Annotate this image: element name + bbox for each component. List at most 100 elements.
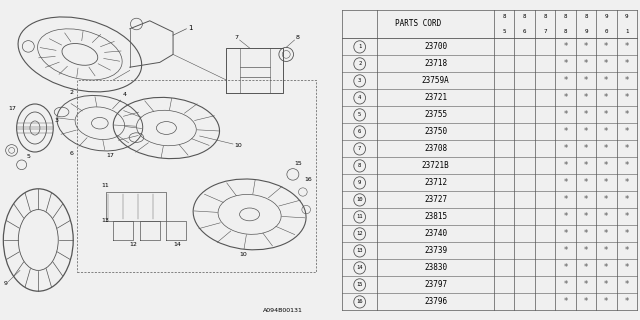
Text: *: * <box>563 60 568 68</box>
Text: 23708: 23708 <box>424 144 447 153</box>
Text: *: * <box>563 246 568 255</box>
Text: *: * <box>625 42 629 52</box>
Text: 23721: 23721 <box>424 93 447 102</box>
Text: 8: 8 <box>296 35 300 40</box>
Text: 10: 10 <box>239 252 248 257</box>
Text: *: * <box>563 178 568 188</box>
Text: 1: 1 <box>188 25 193 31</box>
Text: *: * <box>625 76 629 85</box>
Text: 5: 5 <box>358 112 362 117</box>
Text: *: * <box>625 110 629 119</box>
Text: 9: 9 <box>584 28 588 34</box>
Text: 14: 14 <box>356 265 363 270</box>
Text: 23815: 23815 <box>424 212 447 221</box>
Text: 12: 12 <box>130 243 138 247</box>
Text: *: * <box>563 127 568 136</box>
Text: 14: 14 <box>173 243 181 247</box>
Text: 23750: 23750 <box>424 127 447 136</box>
Text: 8: 8 <box>523 14 527 20</box>
Text: *: * <box>584 297 588 307</box>
Text: 5: 5 <box>27 155 31 159</box>
Text: 5: 5 <box>502 28 506 34</box>
Text: 7: 7 <box>235 35 239 40</box>
Text: *: * <box>604 93 609 102</box>
Text: *: * <box>604 263 609 272</box>
Text: *: * <box>604 297 609 307</box>
Text: 23727: 23727 <box>424 196 447 204</box>
Text: *: * <box>625 144 629 153</box>
Text: *: * <box>584 229 588 238</box>
Text: *: * <box>625 280 629 289</box>
Text: *: * <box>563 229 568 238</box>
Text: 17: 17 <box>106 153 115 158</box>
Text: 16: 16 <box>356 300 363 304</box>
Text: PARTS CORD: PARTS CORD <box>395 20 441 28</box>
Text: *: * <box>563 297 568 307</box>
Text: 23759A: 23759A <box>422 76 449 85</box>
Text: *: * <box>584 144 588 153</box>
Text: *: * <box>625 297 629 307</box>
Text: *: * <box>584 76 588 85</box>
Text: 23740: 23740 <box>424 229 447 238</box>
Text: 9: 9 <box>625 14 628 20</box>
Text: *: * <box>604 229 609 238</box>
Text: 3: 3 <box>55 117 59 123</box>
Text: *: * <box>584 60 588 68</box>
Text: 0: 0 <box>605 28 608 34</box>
Text: *: * <box>563 196 568 204</box>
Text: 8: 8 <box>543 14 547 20</box>
Text: *: * <box>604 42 609 52</box>
Text: 8: 8 <box>564 28 567 34</box>
Text: *: * <box>584 178 588 188</box>
Text: 23755: 23755 <box>424 110 447 119</box>
Text: 23739: 23739 <box>424 246 447 255</box>
Text: *: * <box>563 280 568 289</box>
Text: *: * <box>625 196 629 204</box>
Text: 13: 13 <box>102 218 109 223</box>
Text: *: * <box>604 127 609 136</box>
Text: 16: 16 <box>305 177 312 182</box>
Text: 9: 9 <box>605 14 608 20</box>
Text: 15: 15 <box>294 161 302 166</box>
Text: 9: 9 <box>358 180 362 185</box>
Text: 2: 2 <box>358 61 362 66</box>
Text: *: * <box>563 144 568 153</box>
Text: 15: 15 <box>356 283 363 287</box>
Text: *: * <box>625 178 629 188</box>
Text: *: * <box>584 127 588 136</box>
Text: *: * <box>563 42 568 52</box>
Text: *: * <box>625 60 629 68</box>
Text: *: * <box>563 161 568 170</box>
Text: 12: 12 <box>356 231 363 236</box>
Text: *: * <box>604 246 609 255</box>
Text: *: * <box>604 196 609 204</box>
Text: 1: 1 <box>358 44 362 49</box>
Text: *: * <box>584 246 588 255</box>
Text: *: * <box>584 196 588 204</box>
Text: *: * <box>563 110 568 119</box>
Text: *: * <box>625 93 629 102</box>
Text: 23830: 23830 <box>424 263 447 272</box>
Text: *: * <box>584 161 588 170</box>
Text: *: * <box>604 76 609 85</box>
Text: *: * <box>604 280 609 289</box>
Text: *: * <box>563 93 568 102</box>
Text: 10: 10 <box>356 197 363 202</box>
Text: 7: 7 <box>358 147 362 151</box>
Text: *: * <box>625 212 629 221</box>
Text: *: * <box>604 212 609 221</box>
Text: 23718: 23718 <box>424 60 447 68</box>
Text: *: * <box>625 229 629 238</box>
Text: *: * <box>584 93 588 102</box>
Text: *: * <box>563 76 568 85</box>
Text: *: * <box>604 161 609 170</box>
Text: *: * <box>584 212 588 221</box>
Text: *: * <box>625 246 629 255</box>
Text: 23712: 23712 <box>424 178 447 188</box>
Text: 7: 7 <box>543 28 547 34</box>
Text: *: * <box>604 178 609 188</box>
Text: 8: 8 <box>584 14 588 20</box>
Text: 23797: 23797 <box>424 280 447 289</box>
Text: 2: 2 <box>70 90 74 95</box>
Text: 17: 17 <box>8 106 16 111</box>
